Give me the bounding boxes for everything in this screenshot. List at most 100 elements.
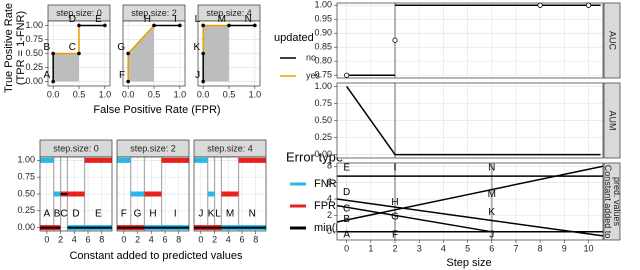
line-label: H [391,197,398,208]
point-label: D [69,14,76,25]
interval-label: G [134,209,142,220]
x-tick-label: 9 [562,243,567,253]
y-tick-label: 2 [327,210,332,220]
interval-label: H [149,209,156,220]
y-tick-label: 0.95 [314,14,332,24]
x-tick-label: 4 [226,234,231,244]
y-tick-label: 0.75 [314,70,332,80]
x-tick-label: 0 [344,243,349,253]
point-label: F [119,70,125,81]
line-label: M [488,189,496,200]
x-tick-label: 10 [583,243,593,253]
interval-label: I [174,209,177,220]
legend-title: updated [274,32,314,44]
interval-label: D [72,209,79,220]
interval-label: C [60,209,67,220]
panel-border [193,156,267,232]
x-tick-label: 5 [465,243,470,253]
y-tick-label: 1.00 [17,155,35,165]
auc-shading [128,25,154,82]
facet-title: step.size: 4 [206,8,252,18]
x-tick-label: 2 [393,243,398,253]
legend-label: FPR [314,200,336,212]
x-tick-label: 0.5 [148,89,161,99]
x-axis-title: Step size [446,257,491,269]
auc-shading [203,25,229,82]
line-label: J [489,230,494,241]
y-tick-label: 0.75 [17,172,35,182]
legend-title: Error type [286,149,343,164]
x-tick-label: 7 [513,243,518,253]
panel-background [337,3,603,78]
y-tick-label: 0.00 [25,76,43,86]
interval-label: F [121,209,127,220]
facet-title: step.size: 2 [130,143,176,153]
facet-title: step.size: 2 [131,8,177,18]
point-label: N [245,14,252,25]
point-label: M [218,14,226,25]
y-tick-label: 1.00 [314,0,332,10]
x-tick-label: 1.0 [174,89,187,99]
series-point [344,72,350,78]
y-tick-label: 0.25 [25,62,43,72]
x-tick-label: 0 [121,234,126,244]
line-label: K [488,207,495,218]
x-tick-label: 2 [58,234,63,244]
line-label: E [343,163,350,174]
legend-label: FNR [314,178,337,190]
x-tick-label: 0 [198,234,203,244]
interval-label: E [95,209,102,220]
y-tick-label: 0.25 [314,132,332,142]
roc-point [201,23,205,28]
series-line [336,198,604,237]
series-line [346,85,601,156]
line-label: F [392,230,398,241]
series-line [346,4,601,76]
y-tick-label: 4 [327,193,332,203]
panel-border [336,162,604,241]
line-label: C [343,204,350,215]
point-label: K [193,42,200,53]
y-tick-label: 0.75 [314,98,332,108]
facet-title: step.size: 4 [207,143,253,153]
interval-label: M [226,209,234,220]
interval-label: B [54,209,61,220]
facet-title: pred. values [612,177,622,227]
y-tick-label: 6 [327,177,332,187]
y-tick-label: 0.25 [17,205,35,215]
y-tick-label: 0.50 [25,48,43,58]
x-tick-label: 1 [368,243,373,253]
roc-point [103,23,107,28]
y-tick-label: 0.85 [314,42,332,52]
point-label: B [43,42,50,53]
line-label: A [343,230,350,241]
series-point [392,37,398,43]
x-tick-label: 8 [99,234,104,244]
roc-point [51,51,55,56]
legend-label: no [306,52,316,62]
x-tick-label: 8 [253,234,258,244]
panel-border [336,2,604,79]
x-tick-label: 1.0 [249,89,262,99]
facet-strip [603,82,621,159]
facet-title: AUM [608,111,618,131]
roc-point [126,79,130,84]
series-line [336,204,492,233]
interval-label: A [44,209,51,220]
point-label: A [43,70,50,81]
line-label: G [391,212,399,223]
roc-point [152,23,156,28]
line-label: D [343,187,350,198]
series-point [585,2,592,8]
roc-point [126,51,130,56]
x-tick-label: 3 [417,243,422,253]
y-tick-label: 0.75 [25,34,43,44]
x-tick-label: 6 [162,234,167,244]
legend-label: yes [306,70,321,80]
y-tick-label: 1.00 [314,81,332,91]
panel-border [116,156,190,232]
y-tick-label: 1.00 [25,20,43,30]
